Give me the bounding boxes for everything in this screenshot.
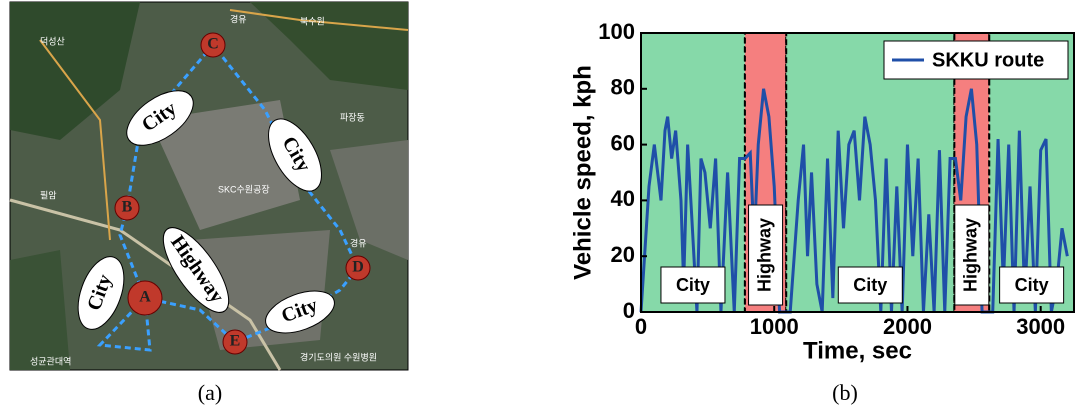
caption: (a) [198, 380, 222, 405]
y-tick-label: 0 [623, 298, 635, 323]
route-point-label: B [122, 199, 133, 216]
region-label: Highway [961, 218, 981, 292]
place-name: 덕성산 [40, 36, 65, 46]
route-point [114, 195, 140, 221]
y-tick-label: 40 [611, 186, 635, 211]
place-name: 경유 [350, 237, 367, 248]
map: City City City City Highway A B C D E 경유… [9, 1, 409, 371]
place-name: 북수원 [300, 16, 325, 26]
y-tick-label: 80 [611, 75, 635, 100]
route-point [222, 329, 248, 355]
x-tick-label: 0 [635, 314, 647, 339]
forest [250, 2, 408, 90]
region-label: City [853, 275, 887, 295]
y-tick-label: 20 [611, 242, 635, 267]
route-point [127, 280, 163, 316]
caption: (b) [832, 380, 858, 405]
place-name: 필암 [40, 189, 57, 200]
region-label: City [1015, 275, 1049, 295]
urban [150, 100, 300, 230]
region-label-box [999, 266, 1065, 304]
line [639, 88, 1069, 314]
route-point [345, 255, 371, 281]
region-label-box [748, 204, 784, 306]
x-tick-label: 1000 [750, 314, 799, 339]
route-label-oval [77, 256, 125, 330]
region-label-box [837, 266, 903, 304]
route-label-oval [162, 227, 230, 313]
place-name: 파장동 [340, 112, 365, 122]
place-name: 경유 [230, 13, 247, 24]
region-label: Highway [754, 218, 774, 292]
y-tick-label: 100 [598, 19, 635, 44]
y-axis-label: Vehicle speed, kph [569, 65, 596, 280]
plot-frame [640, 32, 1075, 313]
legend-label: SKKU route [932, 49, 1044, 71]
route-label-oval [126, 90, 194, 146]
road [39, 39, 111, 241]
route-label-oval [265, 290, 335, 334]
region-label-box [954, 204, 990, 306]
road [229, 9, 409, 31]
x-tick-label: 3000 [1016, 314, 1065, 339]
forest [10, 250, 70, 370]
place-name: 경기도의원 수원병원 [300, 351, 377, 362]
x-axis-label: Time, sec [803, 337, 912, 364]
route-point-label: D [352, 259, 364, 276]
place-name: SKC수원공장 [218, 184, 270, 194]
region-label-box [660, 266, 726, 304]
forest [10, 2, 140, 140]
y-tick-label: 60 [611, 130, 635, 155]
place-name: 성균관대역 [30, 356, 71, 366]
urban [330, 140, 408, 260]
x-tick-label: 2000 [883, 314, 932, 339]
route-point [200, 32, 226, 58]
route-point-label: C [207, 36, 219, 53]
route-point-label: E [230, 333, 241, 350]
region-label: City [676, 275, 710, 295]
route-label-oval [268, 118, 322, 192]
route-point-label: A [139, 289, 151, 306]
